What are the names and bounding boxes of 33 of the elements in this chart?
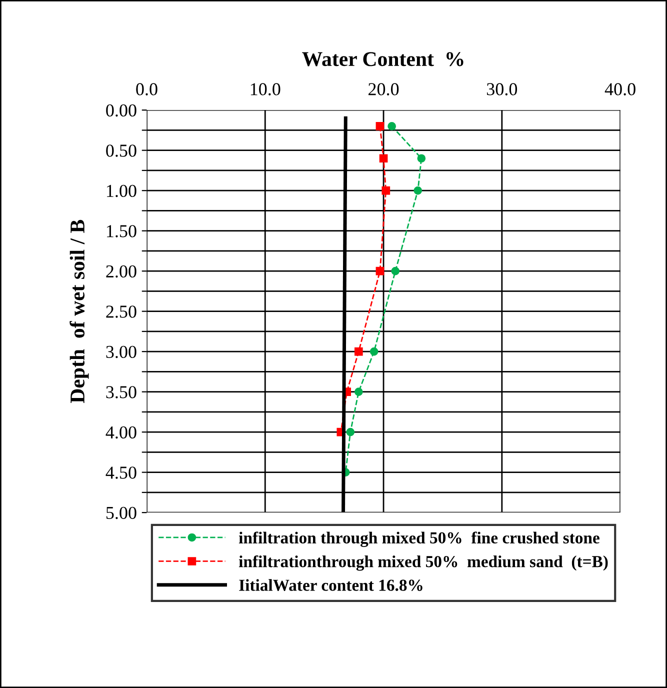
x-tick-label: 40.0 [604,83,636,96]
x-tick-label: 20.0 [368,83,399,96]
x-tick-label: 30.0 [486,83,518,96]
y-tick-label: 3.00 [106,346,136,358]
point [376,122,384,130]
x-tick-label: 10.0 [250,83,280,96]
x-tick-label: 0.0 [136,83,158,96]
y-axis-title: Depth of wet soil / B [70,220,89,403]
y-tick-label: 4.50 [106,466,136,479]
y-tick-label: 2.00 [106,265,136,278]
point [354,388,363,396]
x-axis-title: Water Content % [302,52,464,66]
y-tick-label: 0.50 [106,144,136,157]
point [370,347,378,356]
legend-label: IitialWater content 16.8% [239,579,422,591]
point [414,186,422,195]
y-tick-label: 4.00 [106,426,136,439]
point [354,347,363,356]
point [417,154,426,163]
point [382,186,390,195]
y-tick-label: 5.00 [106,506,136,520]
y-tick-label: 2.50 [106,306,136,318]
y-tick-label: 1.50 [107,225,136,238]
y-tick-label: 3.50 [106,386,136,398]
point [346,428,355,436]
legend-label: infiltrationthrough mixed 50% medium sand (t=B) [238,555,608,571]
legend-label: infiltration through mixed 50% fine crushed stone [238,532,600,547]
point [376,266,384,276]
point [379,154,388,163]
point [391,266,400,276]
y-tick-label: 0.00 [106,104,136,117]
point [388,122,396,130]
y-tick-label: 1.00 [107,184,136,198]
